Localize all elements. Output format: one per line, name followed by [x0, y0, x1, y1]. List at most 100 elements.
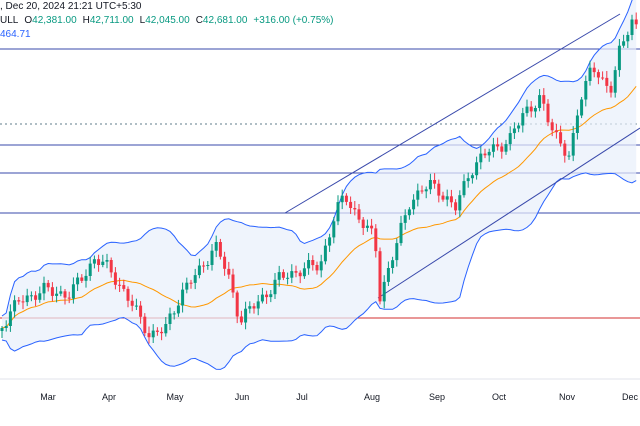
- candle-body: [160, 331, 164, 334]
- candle-body: [118, 284, 122, 286]
- candle-body: [168, 313, 172, 324]
- candle-body: [634, 19, 638, 25]
- candle-body: [567, 155, 571, 157]
- candle-body: [273, 279, 277, 295]
- high-value: 42,711.00: [89, 15, 134, 26]
- x-tick-label: Nov: [559, 392, 576, 402]
- indicator-value: 464.71: [0, 29, 31, 40]
- candle-body: [155, 330, 159, 332]
- candle-body: [29, 295, 33, 297]
- candle-body: [8, 311, 12, 326]
- upper-band-line: [1, 0, 633, 317]
- candle-body: [189, 282, 193, 284]
- candle-body: [185, 282, 189, 290]
- candle-body: [458, 195, 462, 211]
- candle-body: [214, 242, 218, 251]
- candle-body: [63, 291, 67, 298]
- candle-body: [76, 277, 80, 285]
- candle-body: [197, 265, 201, 276]
- candle-body: [399, 222, 403, 244]
- candle-body: [475, 162, 479, 176]
- band-fill: [2, 0, 637, 370]
- candle-body: [34, 295, 38, 300]
- candle-body: [42, 282, 46, 294]
- candle-body: [38, 293, 42, 300]
- candle-body: [630, 19, 634, 35]
- candle-body: [462, 181, 466, 196]
- candle-body: [277, 272, 281, 280]
- candle-body: [584, 81, 588, 100]
- candle-body: [479, 153, 483, 163]
- candle-body: [416, 190, 420, 200]
- x-tick-label: May: [166, 392, 184, 402]
- candle-body: [143, 316, 147, 334]
- candle-body: [206, 265, 210, 266]
- candle-body: [265, 294, 269, 298]
- candle-body: [59, 291, 63, 294]
- candle-body: [542, 95, 546, 104]
- candle-body: [588, 67, 592, 81]
- candle-body: [357, 209, 361, 220]
- candle-body: [504, 144, 508, 152]
- candle-body: [231, 274, 235, 293]
- candle-body: [529, 106, 533, 112]
- candle-body: [134, 305, 138, 307]
- candle-body: [382, 281, 386, 302]
- candle-body: [256, 301, 260, 309]
- candle-body: [336, 202, 340, 222]
- legend-symbol: ULL: [0, 15, 19, 26]
- candle-body: [126, 288, 130, 301]
- channel-lower-line: [377, 127, 640, 299]
- candles: [0, 12, 638, 344]
- channel-upper-line: [284, 13, 621, 214]
- candle-body: [559, 132, 563, 144]
- candle-body: [13, 300, 17, 312]
- candle-body: [466, 178, 470, 182]
- legend-row-ohlc: ULL O42,381.00 H42,711.00 L42,045.00 C42…: [0, 14, 333, 28]
- candle-body: [605, 77, 609, 86]
- candle-body: [491, 144, 495, 152]
- candle-body: [218, 242, 222, 257]
- legend-row-indicator: 464.71: [0, 28, 333, 42]
- candle-body: [71, 284, 75, 299]
- close-label: C: [195, 15, 203, 26]
- candle-body: [517, 125, 521, 129]
- candle-body: [391, 260, 395, 268]
- candle-body: [302, 268, 306, 277]
- candle-body: [248, 306, 252, 309]
- candle-body: [315, 265, 319, 271]
- x-tick-label: Mar: [40, 392, 56, 402]
- candle-body: [626, 35, 630, 42]
- candle-body: [550, 122, 554, 131]
- candle-body: [445, 196, 449, 200]
- candle-body: [361, 219, 365, 228]
- candle-body: [575, 115, 579, 133]
- candle-body: [617, 45, 621, 71]
- candle-body: [181, 289, 185, 306]
- candle-body: [403, 215, 407, 223]
- x-tick-label: Jul: [296, 392, 308, 402]
- candle-body: [172, 313, 176, 315]
- candle-body: [311, 260, 315, 266]
- legend-row-date: , Dec 20, 2024 21:21 UTC+5:30: [0, 0, 333, 14]
- candle-body: [0, 328, 4, 331]
- chart-legend: , Dec 20, 2024 21:21 UTC+5:30 ULL O42,38…: [0, 0, 333, 42]
- candle-body: [538, 95, 542, 108]
- candle-body: [223, 256, 227, 269]
- candle-body: [281, 272, 285, 278]
- x-tick-label: Apr: [102, 392, 116, 402]
- close-value: 42,681.00: [202, 15, 248, 26]
- candle-body: [227, 268, 231, 275]
- candle-body: [441, 195, 445, 200]
- candle-body: [97, 259, 101, 265]
- candle-body: [113, 272, 117, 285]
- candle-body: [525, 106, 529, 114]
- candle-body: [437, 183, 441, 196]
- candle-body: [122, 285, 126, 289]
- candle-body: [294, 271, 298, 273]
- high-label: H: [82, 15, 90, 26]
- candle-body: [252, 306, 256, 309]
- candle-body: [374, 228, 378, 252]
